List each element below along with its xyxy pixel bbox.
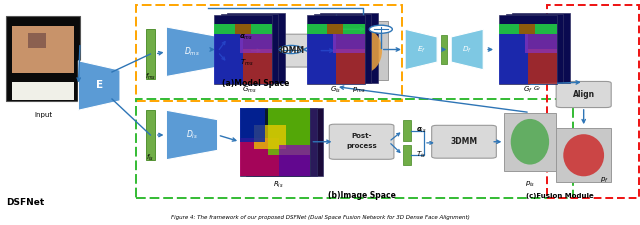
Bar [307,15,365,84]
Ellipse shape [344,28,382,73]
Bar [214,15,272,84]
Bar [146,29,155,79]
Bar [333,34,365,53]
Text: E: E [95,81,103,90]
Polygon shape [166,110,218,160]
Bar [504,112,556,171]
Bar [547,4,639,198]
Text: DSFNet: DSFNet [6,198,45,207]
Bar [557,128,611,182]
Bar [146,110,155,160]
Text: Align: Align [573,90,595,99]
FancyBboxPatch shape [329,124,394,159]
Polygon shape [166,27,218,76]
Text: $G_{ms}$: $G_{ms}$ [243,85,257,95]
Text: Input: Input [34,112,52,118]
Bar [506,14,563,83]
Bar [228,28,236,48]
FancyBboxPatch shape [556,81,611,108]
Bar [499,15,557,84]
FancyBboxPatch shape [432,125,497,158]
Bar [12,26,74,73]
Bar [336,50,365,84]
Bar [243,50,272,84]
Bar [240,138,279,176]
Ellipse shape [563,134,604,176]
Bar [12,82,74,100]
Bar [328,24,344,34]
Bar [403,120,412,141]
Bar [240,108,265,142]
Bar [241,34,272,53]
Text: process: process [346,143,377,149]
Bar [246,108,317,176]
Text: Post-: Post- [351,133,372,139]
Text: Figure 4: The framework of our proposed DSFNet (Dual Space Fusion Network for 3D: Figure 4: The framework of our proposed … [171,216,469,220]
Bar [499,24,557,34]
Polygon shape [79,61,120,110]
Polygon shape [451,29,483,70]
Text: $T_{is}$: $T_{is}$ [416,150,426,160]
Bar [499,34,528,84]
Bar [307,34,336,84]
Bar [136,4,402,101]
Polygon shape [405,29,437,70]
Bar [279,145,310,176]
Circle shape [369,25,392,33]
FancyBboxPatch shape [259,34,324,67]
Bar [227,13,285,83]
Text: $\boldsymbol{\alpha}_{is}$: $\boldsymbol{\alpha}_{is}$ [416,126,426,135]
Bar [441,35,447,64]
Text: $T_{ms}$: $T_{ms}$ [239,58,253,68]
Text: 3DMM: 3DMM [278,46,305,55]
Bar [403,145,412,165]
Text: (c)Fusion Module: (c)Fusion Module [526,193,594,199]
Bar [320,13,378,83]
Bar [314,14,371,83]
Bar [519,24,536,34]
Text: $p_{ms}$: $p_{ms}$ [351,86,365,94]
Bar [235,24,251,34]
Bar [240,108,310,176]
Bar [337,21,388,80]
Bar [214,34,243,84]
Bar [6,16,80,101]
Text: $D_{is}$: $D_{is}$ [186,129,198,141]
Text: $G_{is}$: $G_{is}$ [330,85,342,95]
Bar [268,108,310,155]
Text: $\boldsymbol{\alpha}_{ms}$: $\boldsymbol{\alpha}_{ms}$ [239,33,253,42]
Bar [254,125,285,148]
Bar [512,13,570,83]
Text: $f_{is}$: $f_{is}$ [147,152,154,163]
Text: $D_{ms}$: $D_{ms}$ [184,45,200,58]
Bar [528,50,557,84]
Circle shape [280,45,303,54]
Bar [136,99,573,198]
Text: $G_f$: $G_f$ [533,84,542,93]
Text: $E_f$: $E_f$ [417,44,426,55]
Bar [214,24,272,34]
Text: $p_f$: $p_f$ [600,176,609,184]
Text: $p_{is}$: $p_{is}$ [525,180,535,189]
Bar [28,33,46,48]
Bar [228,53,236,73]
Text: $R_{is}$: $R_{is}$ [273,179,284,190]
Bar [221,14,278,83]
Text: $D_f$: $D_f$ [462,44,472,55]
Bar [307,24,365,34]
Text: (a)Model Space: (a)Model Space [222,79,290,88]
Text: $f_{ms}$: $f_{ms}$ [145,71,156,82]
Bar [525,34,557,53]
Ellipse shape [511,119,549,164]
Bar [253,108,323,176]
Text: (b)Image Space: (b)Image Space [328,191,396,200]
Text: $G_f$: $G_f$ [523,85,533,95]
Text: 3DMM: 3DMM [451,137,477,146]
